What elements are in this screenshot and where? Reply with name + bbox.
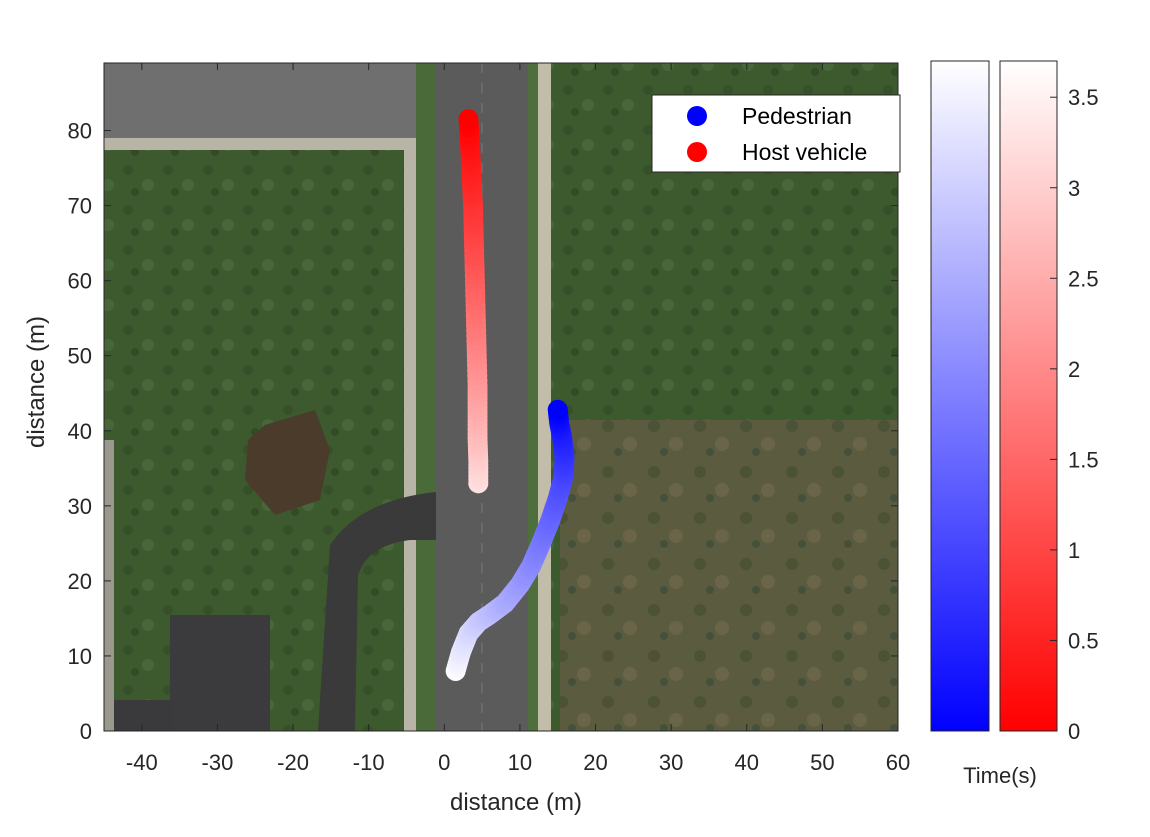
y-axis-label: distance (m) [23,316,50,448]
colorbar-tick-label: 2.5 [1068,266,1099,291]
colorbar-label: Time(s) [963,763,1037,788]
colorbar-tick-label: 1.5 [1068,447,1099,472]
y-tick-label: 80 [68,119,92,144]
aerial-map-background [104,63,898,731]
x-axis-label: distance (m) [450,789,582,816]
colorbar-tick-label: 2 [1068,357,1080,382]
x-tick-label: 40 [735,750,759,775]
legend-marker-host-vehicle [687,142,707,162]
colorbar-tick-label: 3 [1068,176,1080,201]
y-tick-label: 50 [68,344,92,369]
x-tick-label: 60 [886,750,910,775]
y-tick-label: 70 [68,194,92,219]
y-axis-ticks: 0 10 20 30 40 50 60 70 80 [68,119,898,744]
x-tick-label: -20 [277,750,309,775]
colorbar-tick-label: 0 [1068,719,1080,744]
legend-marker-pedestrian [687,106,707,126]
legend-label-pedestrian: Pedestrian [742,103,852,129]
y-tick-label: 30 [68,494,92,519]
x-tick-label: 10 [508,750,532,775]
legend-label-host-vehicle: Host vehicle [742,139,867,165]
colorbar-pedestrian [930,60,990,732]
x-tick-label: -30 [202,750,234,775]
colorbar-tick-label: 1 [1068,538,1080,563]
x-tick-label: -40 [126,750,158,775]
x-tick-label: 30 [659,750,683,775]
y-tick-label: 60 [68,269,92,294]
y-tick-label: 0 [80,719,92,744]
colorbar-host-vehicle [999,60,1058,732]
colorbar-ticks: 0 0.5 1 1.5 2 2.5 3 3.5 [1050,85,1099,744]
y-tick-label: 40 [68,419,92,444]
pedestrian-point [547,399,568,420]
x-tick-label: 50 [810,750,834,775]
trajectory-points [445,109,575,681]
plot-frame [103,62,899,732]
x-tick-label: 20 [583,750,607,775]
colorbar-tick-label: 0.5 [1068,628,1099,653]
y-tick-label: 20 [68,569,92,594]
host-vehicle-point [458,109,479,130]
y-tick-label: 10 [68,644,92,669]
legend: Pedestrian Host vehicle [651,94,901,173]
x-axis-ticks: -40 -30 -20 -10 0 10 20 30 40 50 60 [126,63,910,775]
colorbar-tick-label: 3.5 [1068,85,1099,110]
x-tick-label: 0 [438,750,450,775]
x-tick-label: -10 [353,750,385,775]
